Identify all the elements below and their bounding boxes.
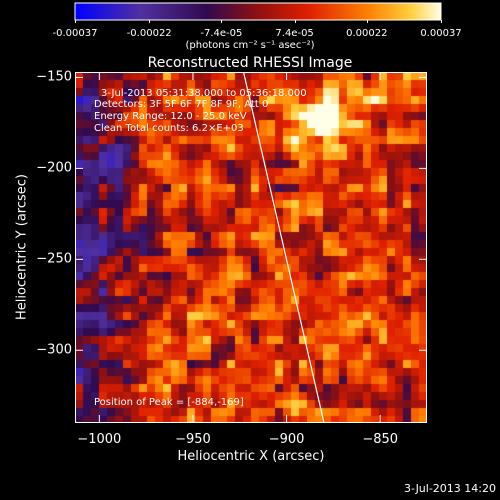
colorbar-tick-label: 0.00022 — [346, 28, 388, 39]
colorbar-unit-label: (photons cm⁻² s⁻¹ asec⁻²) — [185, 40, 315, 51]
x-axis-label: Heliocentric X (arcsec) — [177, 449, 325, 464]
y-tick-label: −200 — [36, 160, 72, 176]
colorbar-tick-label: 0.00037 — [420, 28, 462, 39]
footer-date: 3-Jul-2013 14:20 — [403, 482, 496, 495]
colorbar-tick-label: 7.4e-05 — [275, 28, 314, 39]
colorbar-tick-mark — [75, 20, 76, 23]
x-tick-label: −1000 — [77, 432, 122, 447]
colorbar-tick-mark — [221, 20, 223, 23]
colorbar-tick-mark — [149, 20, 151, 23]
peak-position-label: Position of Peak = [-884,-169] — [94, 397, 244, 408]
y-tick-label: −150 — [36, 69, 72, 85]
y-tick-label: −250 — [36, 251, 72, 267]
x-tick-label: −850 — [362, 432, 399, 447]
colorbar-gradient — [74, 2, 442, 21]
y-axis-label: Heliocentric Y (arcsec) — [14, 174, 30, 320]
colorbar — [74, 2, 442, 21]
x-tick-label: −950 — [175, 432, 211, 447]
info-energy: Energy Range: 12.0 - 25.0 keV — [94, 111, 247, 122]
info-method: Clean Total counts: 6.2×E+03 — [94, 123, 244, 134]
info-time: 3-Jul-2013 05:31:38.000 to 05:36:18.000 — [101, 88, 307, 99]
colorbar-tick-mark — [366, 20, 368, 23]
colorbar-tick-label: -0.00022 — [126, 28, 172, 39]
colorbar-tick-mark — [294, 20, 296, 23]
colorbar-tick-mark — [441, 20, 442, 23]
chart-title: Reconstructed RHESSI Image — [147, 55, 353, 71]
y-tick-label: −300 — [36, 342, 72, 358]
x-tick-label: −900 — [268, 432, 305, 447]
colorbar-tick-label: -0.00037 — [52, 28, 98, 39]
info-detectors: Detectors: 3F 5F 6F 7F 8F 9F, Att 0 — [94, 99, 269, 110]
colorbar-tick-label: -7.4e-05 — [200, 28, 243, 39]
